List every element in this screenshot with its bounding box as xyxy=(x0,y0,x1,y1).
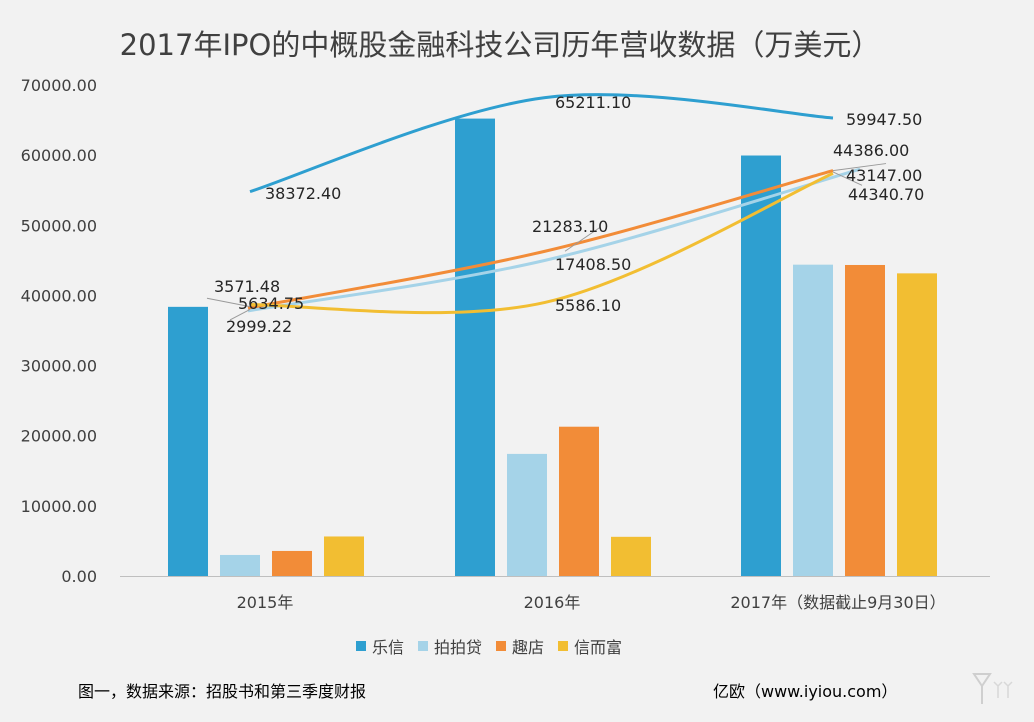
legend-item-1: 拍拍贷 xyxy=(418,634,482,658)
y-tick-label: 70000.00 xyxy=(21,76,97,95)
y-tick-label: 20000.00 xyxy=(21,427,97,446)
legend-swatch xyxy=(418,641,429,651)
data-label-3-2: 43147.00 xyxy=(846,166,922,185)
bar-2-2 xyxy=(845,264,885,576)
data-label-2-1: 21283.10 xyxy=(532,217,608,236)
legend-item-0: 乐信 xyxy=(356,634,404,658)
y-tick-label: 10000.00 xyxy=(21,497,97,516)
bar-0-0 xyxy=(168,306,208,576)
data-label-2-0: 3571.48 xyxy=(214,277,280,296)
data-label-0-1: 65211.10 xyxy=(555,93,631,112)
x-tick-label: 2015年 xyxy=(237,593,294,612)
footer-source-note: 图一，数据来源：招股书和第三季度财报 xyxy=(78,682,367,701)
data-label-1-1: 17408.50 xyxy=(555,255,631,274)
legend-item-2: 趣店 xyxy=(496,634,544,658)
label-leader-line xyxy=(832,171,863,186)
trend-line-3 xyxy=(249,172,834,315)
bar-1-1 xyxy=(507,453,547,576)
label-leader-line xyxy=(206,297,251,308)
legend-label: 乐信 xyxy=(372,638,405,657)
bar-3-2 xyxy=(897,273,937,576)
bar-1-2 xyxy=(793,264,833,576)
data-label-layer: 38372.40 65211.10 59947.50 2999.22 17408.50 4… xyxy=(214,93,924,336)
bar-layer xyxy=(168,118,937,577)
axis-layer: 0.00 10000.00 20000.00 30000.00 40000.00 5000… xyxy=(21,76,990,612)
data-label-3-0: 5634.75 xyxy=(238,294,304,313)
bar-0-1 xyxy=(455,118,495,577)
legend-swatch xyxy=(496,641,507,651)
data-label-1-2: 44386.00 xyxy=(833,141,909,160)
bar-3-1 xyxy=(611,536,651,576)
data-label-0-2: 59947.50 xyxy=(846,110,922,129)
label-leader-line xyxy=(832,163,887,172)
data-label-0-0: 38372.40 xyxy=(265,184,341,203)
legend-label: 趣店 xyxy=(512,638,545,657)
label-leader-line xyxy=(229,309,251,321)
trend-line-2 xyxy=(247,169,834,310)
trend-line-0 xyxy=(249,93,834,194)
bar-0-2 xyxy=(741,155,781,576)
y-tick-label: 60000.00 xyxy=(21,146,97,165)
y-tick-label: 30000.00 xyxy=(21,357,97,376)
data-label-2-2: 44340.70 xyxy=(848,185,924,204)
legend-swatch xyxy=(356,641,366,651)
chart-title: 2017年IPO的中概股金融科技公司历年营收数据（万美元） xyxy=(119,28,881,62)
trend-line-1 xyxy=(247,167,861,313)
data-label-3-1: 5586.10 xyxy=(555,296,621,315)
y-tick-label: 50000.00 xyxy=(21,216,97,235)
footer-brand: 亿欧（www.iyiou.com） xyxy=(713,682,898,701)
logo-watermark-icon xyxy=(972,673,1013,704)
legend-label: 信而富 xyxy=(574,638,623,657)
legend-label: 拍拍贷 xyxy=(434,638,483,657)
x-tick-label: 2016年 xyxy=(524,593,581,612)
bar-2-1 xyxy=(559,426,599,576)
bar-1-0 xyxy=(220,554,260,576)
label-leader-line xyxy=(564,226,601,252)
legend: 乐信 拍拍贷 趣店 信而富 xyxy=(356,634,622,658)
y-tick-label: 40000.00 xyxy=(21,286,97,305)
legend-swatch xyxy=(558,641,569,651)
x-tick-label: 2017年（数据截止9月30日） xyxy=(730,593,945,612)
bar-3-0 xyxy=(324,536,364,576)
data-label-1-0: 2999.22 xyxy=(226,317,292,336)
y-tick-label: 0.00 xyxy=(61,567,97,586)
trend-line-layer xyxy=(206,93,887,321)
legend-item-3: 信而富 xyxy=(558,634,622,658)
bar-2-0 xyxy=(272,550,312,576)
